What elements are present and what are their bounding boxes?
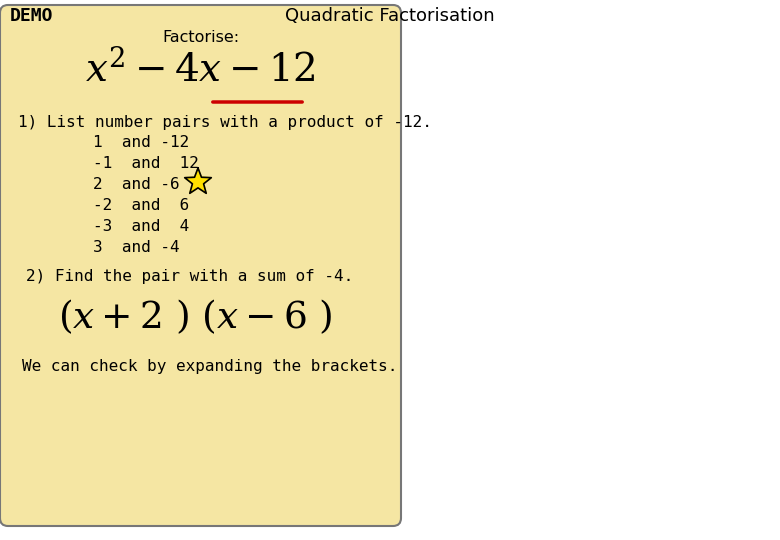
Text: Quadratic Factorisation: Quadratic Factorisation bbox=[285, 7, 495, 25]
FancyBboxPatch shape bbox=[0, 5, 401, 526]
Text: -1  and  12: -1 and 12 bbox=[93, 156, 199, 171]
Text: 3  and -4: 3 and -4 bbox=[93, 240, 179, 255]
Text: 1) List number pairs with a product of -12.: 1) List number pairs with a product of -… bbox=[18, 115, 432, 130]
Text: $x^2 - 4x - 12$: $x^2 - 4x - 12$ bbox=[85, 50, 316, 89]
Text: $( x + 2\ )\ ( x - 6\ )$: $( x + 2\ )\ ( x - 6\ )$ bbox=[58, 297, 333, 336]
Text: -2  and  6: -2 and 6 bbox=[93, 198, 190, 213]
Text: 2  and -6: 2 and -6 bbox=[93, 177, 179, 192]
Text: 1  and -12: 1 and -12 bbox=[93, 135, 190, 150]
Text: DEMO: DEMO bbox=[10, 7, 54, 25]
Polygon shape bbox=[185, 168, 211, 193]
Text: 2) Find the pair with a sum of -4.: 2) Find the pair with a sum of -4. bbox=[26, 269, 353, 284]
Text: We can check by expanding the brackets.: We can check by expanding the brackets. bbox=[22, 359, 397, 374]
Text: -3  and  4: -3 and 4 bbox=[93, 219, 190, 234]
Text: Factorise:: Factorise: bbox=[162, 30, 239, 45]
